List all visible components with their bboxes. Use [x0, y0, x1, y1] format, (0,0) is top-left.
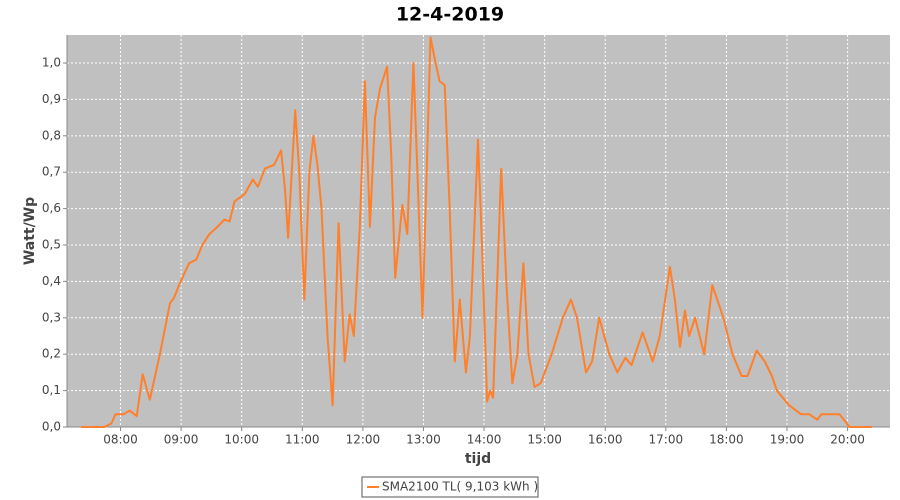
chart-title: 12-4-2019 [396, 4, 504, 26]
y-tick-label: 0,1 [42, 383, 61, 397]
y-tick-label: 0,0 [42, 420, 61, 434]
y-tick-label: 0,6 [42, 201, 61, 215]
y-tick-label: 1,0 [42, 56, 61, 70]
y-axis-label: Watt/Wp [22, 197, 38, 265]
legend-label: SMA2100 TL( 9,103 kWh ) [382, 480, 538, 494]
y-tick-label: 0,7 [42, 165, 61, 179]
x-tick-label: 12:00 [346, 433, 381, 447]
y-tick-label: 0,3 [42, 310, 61, 324]
y-tick-label: 0,9 [42, 92, 61, 106]
x-tick-label: 08:00 [103, 433, 138, 447]
x-axis-label: tijd [465, 451, 491, 467]
plot-area [67, 35, 890, 427]
legend-box [361, 476, 539, 498]
x-tick-label: 13:00 [406, 433, 441, 447]
y-tick-label: 0,2 [42, 347, 61, 361]
x-tick-label: 15:00 [527, 433, 562, 447]
x-tick-label: 09:00 [164, 433, 199, 447]
x-tick-label: 11:00 [285, 433, 320, 447]
y-tick-label: 0,5 [42, 238, 61, 252]
x-tick-label: 18:00 [709, 433, 744, 447]
x-tick-label: 20:00 [830, 433, 865, 447]
x-tick-label: 16:00 [588, 433, 623, 447]
y-tick-label: 0,4 [42, 274, 61, 288]
x-tick-label: 10:00 [224, 433, 259, 447]
x-tick-label: 17:00 [649, 433, 684, 447]
y-tick-label: 0,8 [42, 128, 61, 142]
x-tick-label: 14:00 [467, 433, 502, 447]
series-line [81, 36, 872, 428]
x-tick-label: 19:00 [770, 433, 805, 447]
